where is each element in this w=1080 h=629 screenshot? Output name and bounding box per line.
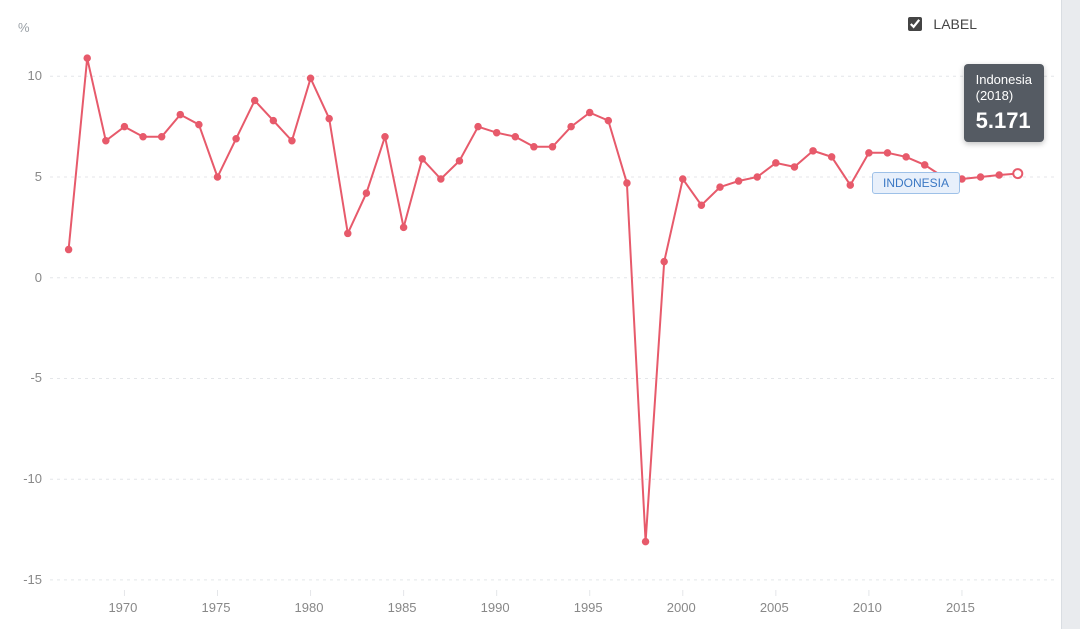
y-tick-label: -10 (12, 471, 42, 486)
legend-label: LABEL (933, 16, 977, 32)
x-tick-label: 1990 (481, 600, 510, 615)
chart-svg (0, 0, 1062, 629)
tooltip-subtitle: (2018) (976, 88, 1032, 104)
legend-toggle[interactable]: LABEL (904, 14, 977, 34)
x-tick-label: 1995 (574, 600, 603, 615)
tooltip-value: 5.171 (976, 107, 1032, 135)
x-tick-label: 2000 (667, 600, 696, 615)
y-axis-unit: % (18, 20, 30, 35)
tooltip: Indonesia (2018) 5.171 (964, 64, 1044, 142)
legend-checkbox[interactable] (908, 17, 922, 31)
x-tick-label: 1985 (388, 600, 417, 615)
x-tick-label: 1975 (202, 600, 231, 615)
x-tick-label: 2010 (853, 600, 882, 615)
y-tick-label: -5 (12, 370, 42, 385)
right-gutter (1061, 0, 1080, 629)
plot-area: % LABEL INDONESIA Indonesia (2018) 5.171… (0, 0, 1062, 629)
x-tick-label: 2015 (946, 600, 975, 615)
y-tick-label: -15 (12, 572, 42, 587)
x-tick-label: 1970 (108, 600, 137, 615)
chart-frame: % LABEL INDONESIA Indonesia (2018) 5.171… (0, 0, 1080, 629)
tooltip-title: Indonesia (976, 72, 1032, 88)
y-tick-label: 5 (12, 169, 42, 184)
series-label-box[interactable]: INDONESIA (872, 172, 960, 194)
y-tick-label: 10 (12, 68, 42, 83)
x-tick-label: 2005 (760, 600, 789, 615)
x-tick-label: 1980 (295, 600, 324, 615)
y-tick-label: 0 (12, 270, 42, 285)
